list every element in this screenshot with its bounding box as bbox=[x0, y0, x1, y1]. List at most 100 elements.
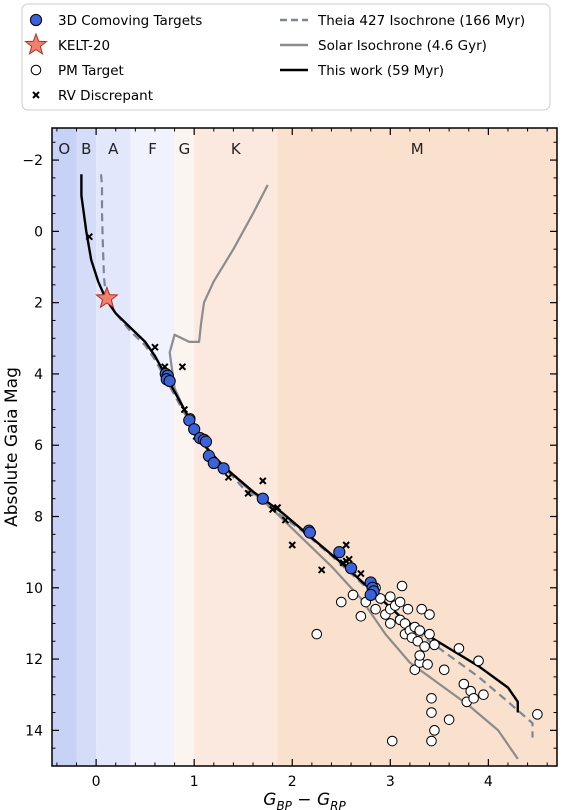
legend-circle-open-icon bbox=[30, 64, 42, 76]
point-3d-comoving-targets bbox=[256, 492, 269, 505]
x-tick-label: 1 bbox=[190, 774, 199, 790]
point-rv-discrepant bbox=[180, 405, 189, 414]
point-3d-comoving-targets bbox=[199, 435, 213, 448]
point-pm-target bbox=[402, 603, 414, 615]
y-tick-label: 8 bbox=[34, 510, 43, 526]
point-pm-target bbox=[426, 735, 437, 747]
x-tick-label: 3 bbox=[386, 774, 395, 790]
point-rv-discrepant bbox=[345, 555, 353, 563]
point-pm-target bbox=[409, 664, 421, 676]
point-pm-target bbox=[375, 593, 386, 604]
y-tick-label: 4 bbox=[34, 367, 43, 383]
point-pm-target bbox=[370, 603, 381, 615]
legend-label: Theia 427 Isochrone (166 Myr) bbox=[317, 13, 525, 29]
point-kelt-20 bbox=[95, 285, 119, 309]
band-o bbox=[52, 128, 77, 766]
point-pm-target bbox=[426, 707, 437, 718]
band-label-f: F bbox=[148, 140, 157, 158]
legend-box bbox=[21, 3, 551, 111]
point-pm-target bbox=[335, 596, 347, 608]
point-pm-target bbox=[396, 580, 408, 592]
point-pm-target bbox=[419, 641, 430, 652]
point-pm-target bbox=[532, 709, 543, 720]
point-pm-target bbox=[386, 735, 398, 747]
point-pm-target bbox=[438, 664, 450, 676]
point-rv-discrepant bbox=[281, 516, 290, 524]
band-label-k: K bbox=[231, 140, 242, 158]
spectral-type-bands bbox=[52, 128, 557, 766]
point-pm-target bbox=[394, 596, 406, 608]
point-pm-target bbox=[422, 659, 433, 670]
point-3d-comoving-targets bbox=[344, 562, 358, 575]
x-tick-label: 2 bbox=[288, 774, 297, 790]
band-a bbox=[96, 128, 131, 766]
band-label-b: B bbox=[81, 140, 91, 158]
point-rv-discrepant bbox=[357, 569, 365, 578]
point-pm-target bbox=[429, 725, 440, 736]
point-rv-discrepant bbox=[151, 343, 159, 351]
plot-frame bbox=[51, 127, 558, 767]
point-rv-discrepant bbox=[178, 363, 187, 371]
point-rv-discrepant bbox=[288, 541, 296, 549]
legend-item: 3D Comoving Targets bbox=[29, 13, 202, 29]
point-pm-target bbox=[429, 639, 440, 651]
band-g bbox=[174, 128, 195, 766]
point-rv-discrepant bbox=[273, 503, 282, 512]
legend-item: Solar Isochrone (4.6 Gyr) bbox=[280, 38, 487, 54]
point-3d-comoving-targets bbox=[303, 526, 316, 539]
y-tick-label: 2 bbox=[34, 296, 43, 312]
point-3d-comoving-targets bbox=[333, 546, 346, 559]
x-axis-title-part: − bbox=[292, 790, 317, 810]
point-pm-target bbox=[478, 689, 489, 701]
point-pm-target bbox=[473, 655, 484, 667]
legend-item: This work (59 Myr) bbox=[280, 63, 444, 79]
point-pm-target bbox=[443, 714, 455, 725]
y-axis-title: Absolute Gaia Mag bbox=[2, 367, 22, 527]
data-points bbox=[85, 233, 543, 747]
point-pm-target bbox=[424, 628, 435, 640]
legend-item: Theia 427 Isochrone (166 Myr) bbox=[280, 13, 525, 29]
legend-x-icon bbox=[32, 91, 40, 99]
band-label-m: M bbox=[411, 140, 424, 158]
legend-item: KELT-20 bbox=[24, 32, 110, 56]
point-rv-discrepant bbox=[244, 489, 252, 498]
point-rv-discrepant bbox=[342, 541, 350, 549]
y-tick-label: 0 bbox=[34, 224, 43, 240]
point-pm-target bbox=[426, 692, 437, 704]
point-rv-discrepant bbox=[317, 566, 326, 574]
band-label-a: A bbox=[108, 140, 119, 158]
band-b bbox=[76, 128, 97, 766]
x-axis-title: GBP − GRP bbox=[263, 790, 346, 810]
point-pm-target bbox=[424, 609, 435, 620]
point-rv-discrepant bbox=[224, 473, 233, 482]
point-pm-target bbox=[355, 611, 367, 622]
x-axis-title-subscript: RP bbox=[330, 799, 346, 810]
y-tick-label: 6 bbox=[34, 438, 43, 454]
point-pm-target bbox=[414, 650, 426, 661]
x-axis-title-subscript: BP bbox=[276, 799, 292, 810]
legend-label: RV Discrepant bbox=[58, 88, 153, 104]
point-pm-target bbox=[468, 692, 479, 704]
point-pm-target bbox=[385, 618, 396, 629]
legend-label: Solar Isochrone (4.6 Gyr) bbox=[318, 38, 487, 54]
y-tick-label: −2 bbox=[22, 153, 43, 169]
point-rv-discrepant bbox=[85, 233, 93, 241]
point-3d-comoving-targets bbox=[364, 588, 377, 602]
legend-star-icon bbox=[24, 32, 48, 56]
point-pm-target bbox=[414, 625, 426, 636]
point-pm-target bbox=[412, 635, 424, 647]
point-3d-comoving-targets bbox=[163, 374, 176, 388]
point-pm-target bbox=[311, 628, 323, 640]
point-3d-comoving-targets bbox=[217, 462, 230, 475]
legend-item: RV Discrepant bbox=[32, 88, 153, 104]
band-label-g: G bbox=[179, 140, 191, 158]
legend: 3D Comoving Targets KELT-20 PM Target RV Di… bbox=[21, 3, 551, 111]
point-pm-target bbox=[385, 591, 396, 602]
y-tick-label: 10 bbox=[25, 581, 43, 597]
legend-label: PM Target bbox=[58, 63, 124, 79]
legend-label: 3D Comoving Targets bbox=[58, 13, 202, 29]
point-3d-comoving-targets bbox=[207, 456, 220, 470]
x-axis-title-part: G bbox=[317, 790, 330, 810]
point-pm-target bbox=[416, 603, 427, 615]
